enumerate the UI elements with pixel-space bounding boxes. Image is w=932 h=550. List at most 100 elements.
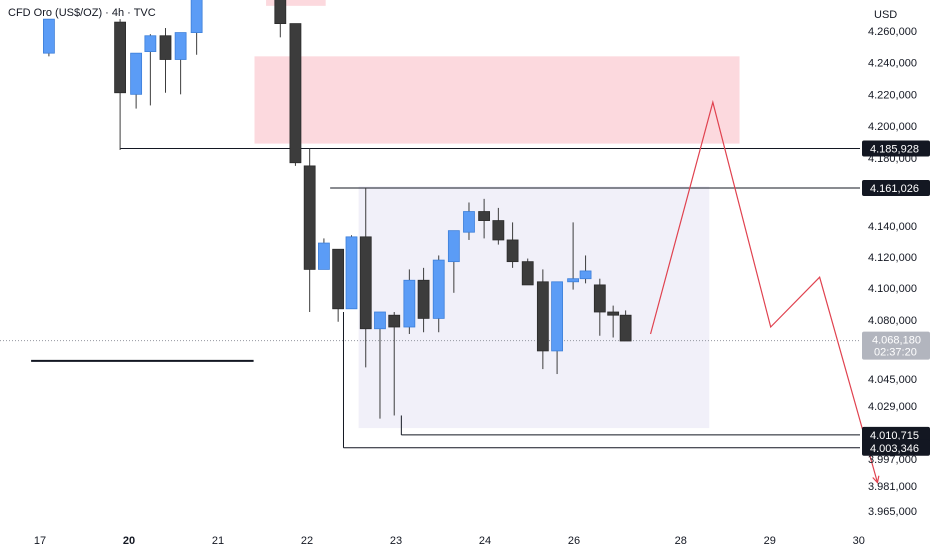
candle-7[interactable]	[190, 0, 203, 55]
candle-body	[417, 279, 430, 319]
candle-body	[190, 0, 203, 33]
candle-body	[345, 236, 358, 310]
candle-body	[403, 279, 416, 328]
price-tick-label: 4.260,000	[868, 26, 917, 38]
level-4161-tag[interactable]: 4.161,026	[862, 179, 930, 196]
price-tick-label: 3.981,000	[868, 481, 917, 493]
time-tick-label: 24	[479, 535, 491, 547]
candle-22[interactable]	[478, 198, 491, 239]
candle-12[interactable]	[332, 248, 345, 322]
candle-5[interactable]	[159, 28, 172, 93]
candle-32[interactable]	[619, 310, 632, 342]
candle-28[interactable]	[567, 222, 580, 290]
candle-body	[478, 211, 491, 221]
candle-1[interactable]	[43, 18, 55, 57]
candle-24[interactable]	[506, 222, 519, 268]
price-tick-label: 4.240,000	[868, 58, 917, 70]
supply-zone-top[interactable]	[266, 0, 326, 6]
candle-30[interactable]	[593, 278, 606, 336]
price-tick-label: 4.029,000	[868, 401, 917, 413]
price-tag-bg	[862, 426, 930, 443]
level-4185-tag[interactable]: 4.185,928	[862, 140, 930, 157]
candle-9[interactable]	[289, 23, 302, 166]
candle-4[interactable]	[144, 34, 157, 106]
candle-29[interactable]	[579, 255, 592, 284]
candle-23[interactable]	[492, 207, 505, 245]
candle-25[interactable]	[521, 258, 534, 286]
price-tag-bg	[862, 179, 930, 196]
candle-19[interactable]	[432, 255, 445, 333]
time-tick-label: 29	[764, 535, 776, 547]
candle-16[interactable]	[388, 312, 401, 416]
time-tick-label: 26	[568, 535, 580, 547]
candle-2[interactable]	[114, 19, 126, 150]
candle-14[interactable]	[359, 188, 372, 368]
candle-body	[521, 261, 534, 286]
candle-body	[579, 270, 592, 280]
candle-11[interactable]	[318, 238, 330, 270]
price-tag-bg	[862, 439, 930, 456]
candle-body	[432, 259, 445, 319]
candle-6[interactable]	[174, 32, 187, 95]
range-box[interactable]	[358, 186, 710, 429]
candle-27[interactable]	[551, 281, 563, 375]
candle-body	[447, 230, 460, 263]
candle-18[interactable]	[417, 267, 430, 333]
price-tick-label: 4.080,000	[868, 315, 917, 327]
symbol-title: CFD Oro (US$/OZ) · 4h · TVC	[8, 7, 156, 19]
candle-13[interactable]	[345, 235, 358, 310]
current-price-tag-bg	[862, 331, 930, 360]
price-tag-label: 4.185,928	[870, 144, 919, 156]
bar-countdown-label: 02:37:20	[874, 347, 917, 359]
candles-layer	[43, 0, 632, 419]
candle-31[interactable]	[607, 305, 620, 338]
time-axis: 17 20 21 22 23 24 26 28 29 30	[34, 535, 865, 547]
candle-body	[144, 35, 157, 52]
price-tag-label: 4.003,346	[870, 443, 919, 455]
candle-body	[289, 23, 302, 164]
candle-15[interactable]	[374, 311, 386, 419]
projection-layer	[649, 99, 880, 484]
time-tick-label: 22	[301, 535, 313, 547]
level-4010-tag[interactable]: 4.010,715	[862, 426, 930, 443]
price-tag-label: 4.161,026	[870, 183, 919, 195]
time-tick-label: 30	[853, 535, 865, 547]
projection-path[interactable]	[649, 99, 879, 483]
price-axis: USD 4.260,000 4.240,000 4.220,000 4.200,000…	[868, 9, 917, 518]
candle-body	[593, 284, 606, 313]
candle-21[interactable]	[463, 202, 475, 240]
candle-body	[159, 35, 172, 60]
candle-body	[43, 18, 55, 54]
time-tick-label: 17	[34, 535, 46, 547]
candle-body	[567, 278, 580, 283]
price-tick-label: 4.120,000	[868, 252, 917, 264]
price-tick-label: 4.140,000	[868, 221, 917, 233]
zones-layer	[254, 0, 740, 429]
price-tick-label: 4.045,000	[868, 374, 917, 386]
candle-body	[174, 32, 187, 60]
candle-20[interactable]	[447, 230, 460, 293]
candle-body	[551, 281, 563, 352]
time-tick-label: 28	[675, 535, 687, 547]
candle-body	[303, 165, 316, 270]
price-tick-label: 3.965,000	[868, 506, 917, 518]
candle-26[interactable]	[536, 269, 549, 370]
current-price-label: 4.068,180	[872, 335, 921, 347]
currency-label: USD	[874, 9, 897, 21]
candle-17[interactable]	[403, 269, 416, 334]
candle-8[interactable]	[274, 0, 287, 38]
candle-10[interactable]	[303, 148, 316, 312]
price-tag-bg	[862, 140, 930, 157]
candle-3[interactable]	[130, 52, 143, 109]
candle-body	[607, 311, 620, 316]
level-4003-tag[interactable]: 4.003,346	[862, 439, 930, 456]
supply-zone[interactable]	[254, 56, 740, 144]
price-tick-label: 4.200,000	[868, 121, 917, 133]
candle-body	[130, 52, 143, 95]
levels-layer	[0, 148, 860, 449]
candle-body	[114, 21, 126, 94]
